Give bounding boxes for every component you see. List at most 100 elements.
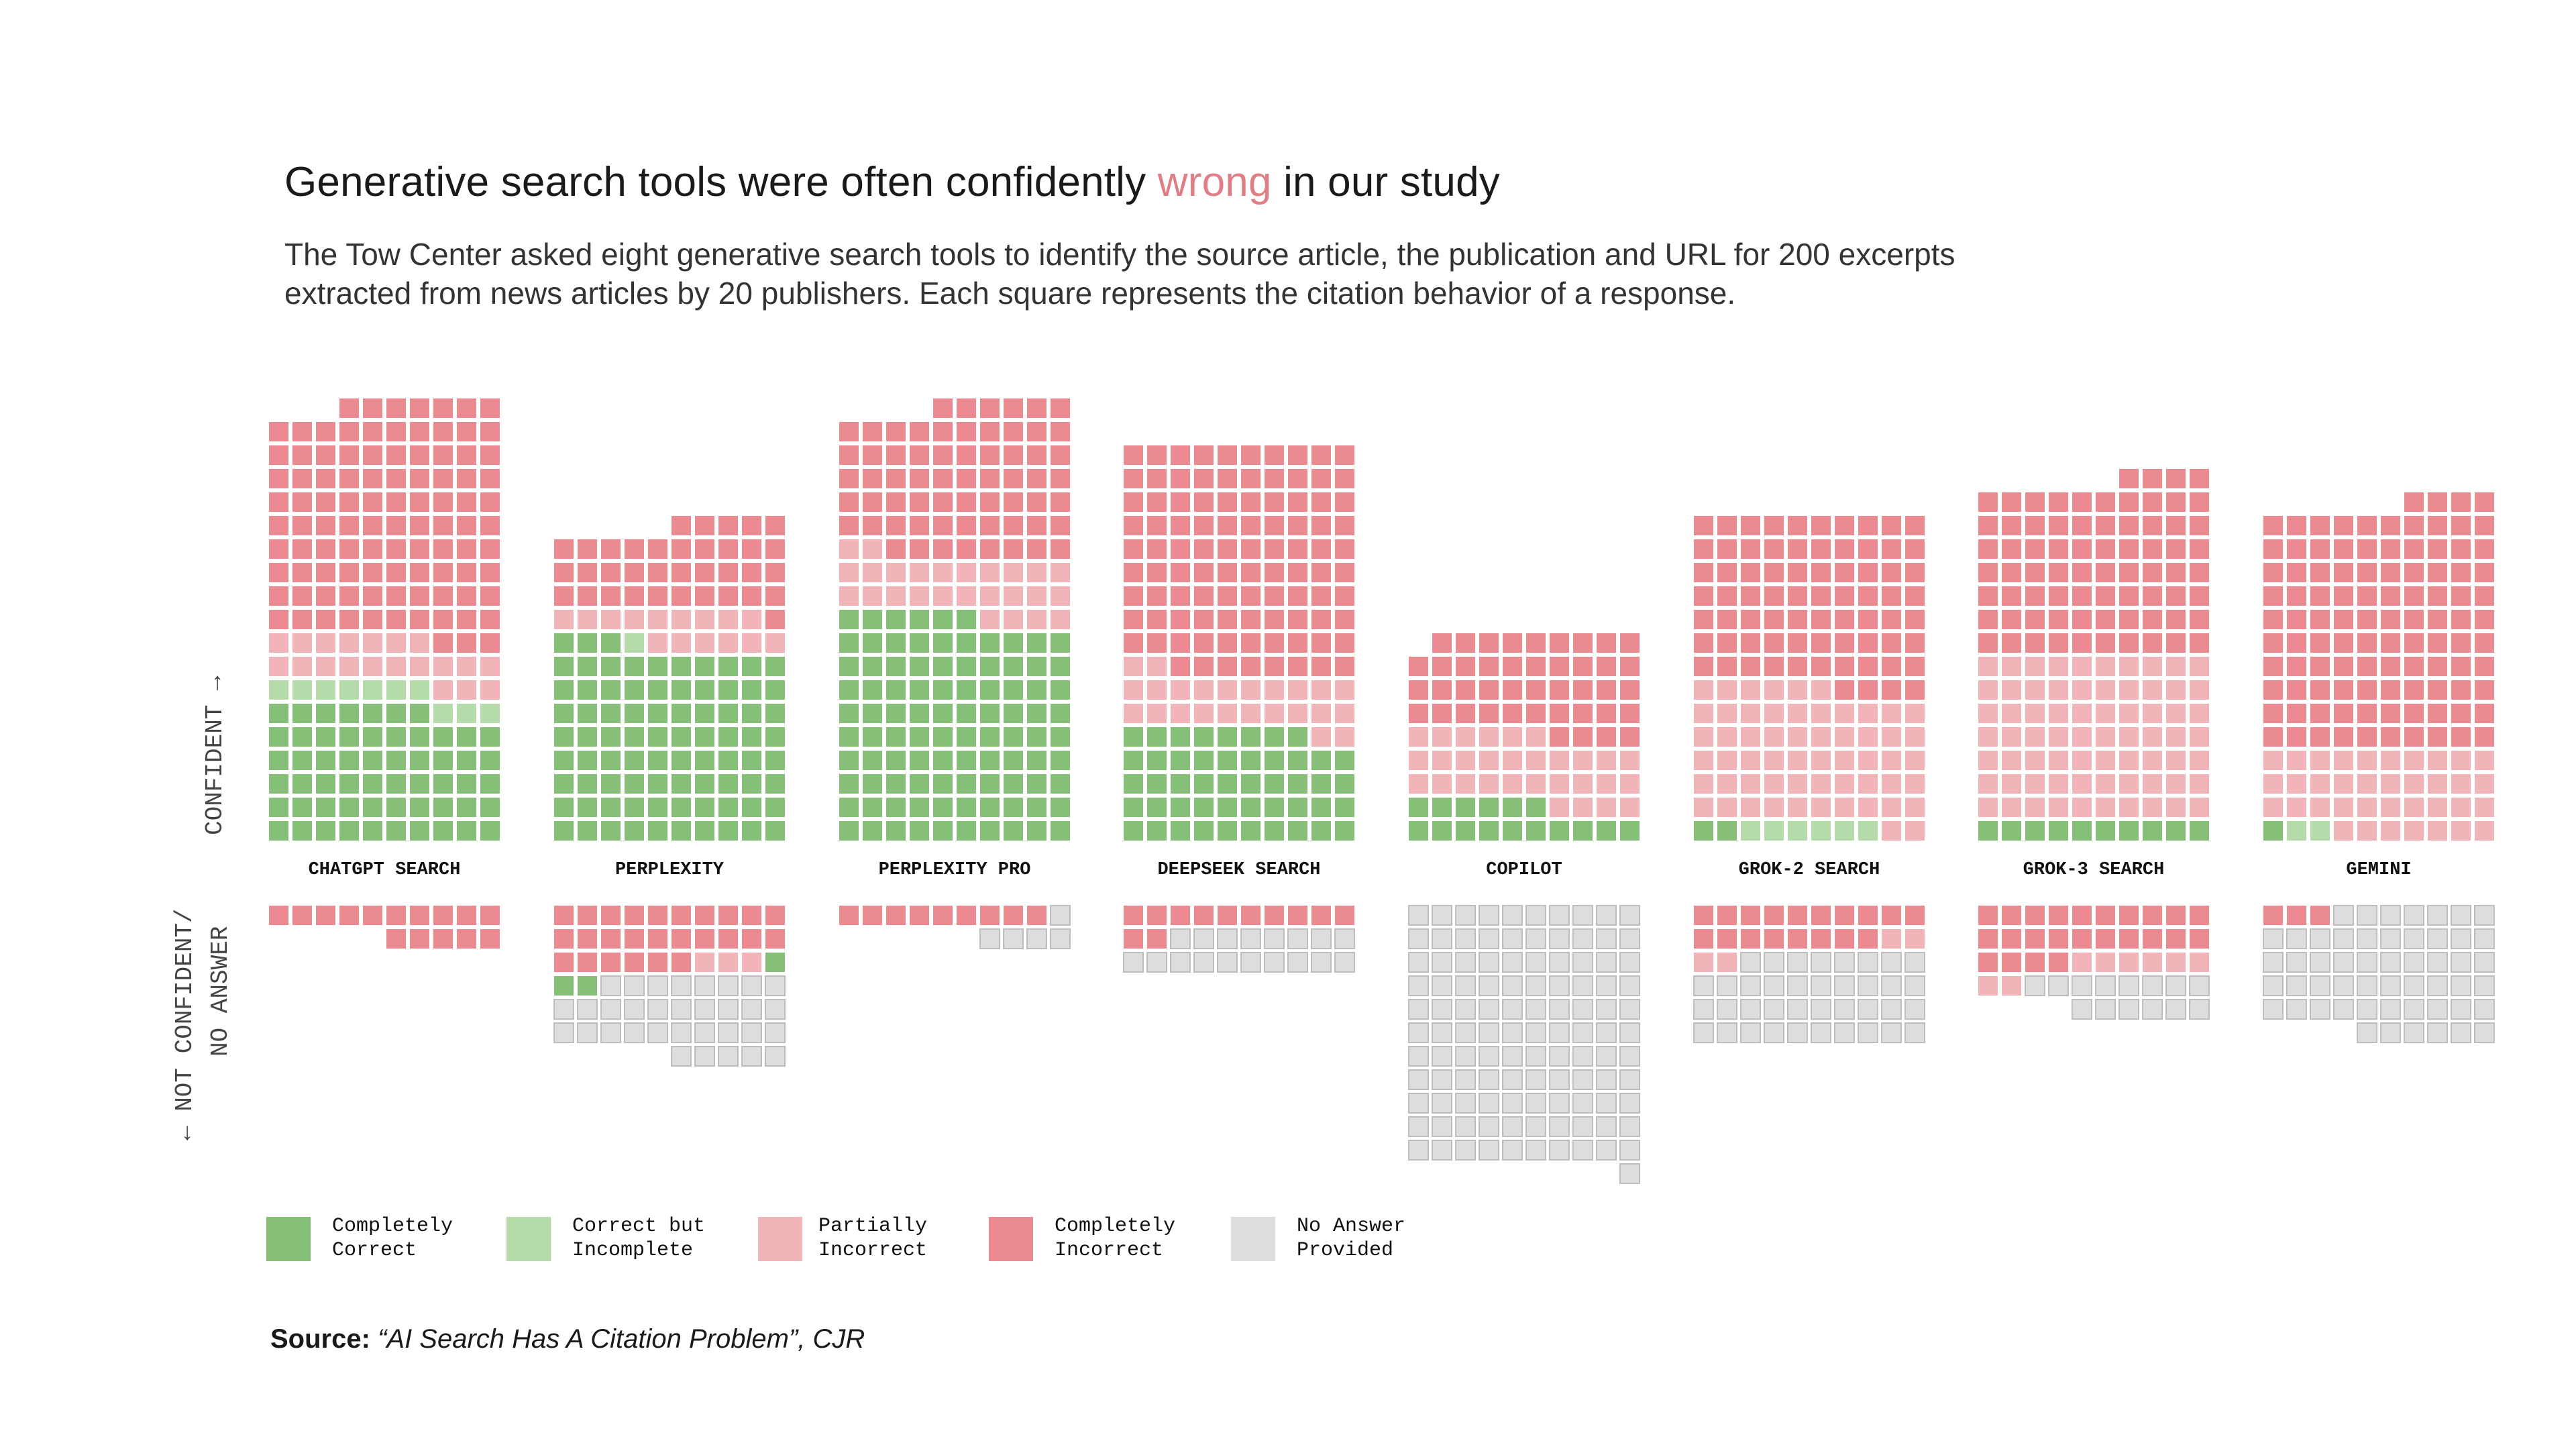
waffle-square bbox=[1147, 657, 1167, 676]
waffle-square bbox=[2451, 539, 2471, 559]
waffle-square bbox=[1027, 422, 1046, 441]
waffle-square bbox=[1694, 821, 1713, 841]
waffle-square bbox=[554, 610, 574, 629]
waffle-square bbox=[1741, 906, 1760, 925]
waffle-square bbox=[2381, 798, 2400, 817]
waffle-square bbox=[1170, 928, 1191, 949]
waffle-square bbox=[1051, 539, 1070, 559]
waffle-square bbox=[1194, 492, 1214, 512]
waffle-square bbox=[1549, 905, 1570, 926]
waffle-square bbox=[578, 929, 597, 949]
waffle-square bbox=[1741, 539, 1760, 559]
waffle-square bbox=[410, 821, 429, 841]
waffle-square bbox=[1241, 516, 1260, 535]
waffle-square bbox=[457, 445, 476, 465]
waffle-square bbox=[2380, 928, 2401, 949]
waffle-square bbox=[457, 398, 476, 418]
waffle-square bbox=[2119, 821, 2139, 841]
waffle-square bbox=[363, 704, 382, 723]
waffle-square bbox=[292, 610, 312, 629]
waffle-square bbox=[1432, 633, 1452, 653]
waffle-square bbox=[671, 1046, 692, 1067]
waffle-square bbox=[386, 727, 406, 747]
waffle-square bbox=[2428, 704, 2447, 723]
waffle-square bbox=[1881, 999, 1902, 1020]
waffle-square bbox=[718, 1022, 739, 1043]
legend-swatch-completely-correct bbox=[266, 1217, 311, 1261]
waffle-square bbox=[1147, 727, 1167, 747]
waffle-square bbox=[2287, 586, 2306, 606]
waffle-square bbox=[671, 975, 692, 996]
waffle-square bbox=[2428, 563, 2447, 582]
waffle-square bbox=[957, 657, 976, 676]
legend-label-line1: Completely bbox=[1055, 1215, 1176, 1238]
waffle-square bbox=[1004, 821, 1023, 841]
waffle-square bbox=[1051, 774, 1070, 794]
waffle-square bbox=[2190, 469, 2209, 488]
waffle-square bbox=[457, 586, 476, 606]
waffle-square bbox=[765, 727, 785, 747]
waffle-square bbox=[1619, 1116, 1640, 1137]
waffle-square bbox=[2310, 610, 2330, 629]
waffle-square bbox=[765, 586, 785, 606]
waffle-square bbox=[433, 586, 453, 606]
waffle-square bbox=[1764, 586, 1784, 606]
waffle-square bbox=[980, 727, 1000, 747]
waffle-square bbox=[2190, 539, 2209, 559]
waffle-square bbox=[886, 492, 906, 512]
waffle-square bbox=[2166, 821, 2186, 841]
legend-label-line1: Completely bbox=[332, 1215, 453, 1238]
waffle-square bbox=[957, 398, 976, 418]
waffle-square bbox=[1764, 798, 1784, 817]
waffle-square bbox=[1240, 952, 1261, 973]
waffle-square bbox=[554, 976, 574, 996]
waffle-square bbox=[1004, 539, 1023, 559]
waffle-square bbox=[1147, 774, 1167, 794]
waffle-square bbox=[1241, 445, 1260, 465]
waffle-square bbox=[1171, 704, 1190, 723]
waffle-square bbox=[2404, 633, 2424, 653]
waffle-square bbox=[1288, 704, 1307, 723]
waffle-square bbox=[269, 610, 288, 629]
waffle-square bbox=[718, 657, 738, 676]
waffle-square bbox=[695, 906, 714, 925]
waffle-square bbox=[410, 704, 429, 723]
waffle-square bbox=[578, 976, 597, 996]
waffle-square bbox=[1717, 821, 1737, 841]
waffle-square bbox=[2310, 751, 2330, 770]
waffle-square bbox=[2190, 953, 2209, 972]
waffle-square bbox=[1171, 657, 1190, 676]
waffle-square bbox=[269, 563, 288, 582]
waffle-square bbox=[933, 539, 953, 559]
waffle-square bbox=[980, 798, 1000, 817]
waffle-square bbox=[910, 469, 929, 488]
waffle-square bbox=[1194, 445, 1214, 465]
waffle-square bbox=[1147, 563, 1167, 582]
waffle-square bbox=[1124, 610, 1143, 629]
waffle-square bbox=[1717, 727, 1737, 747]
waffle-square bbox=[433, 657, 453, 676]
waffle-square bbox=[1288, 492, 1307, 512]
waffle-square bbox=[292, 798, 312, 817]
waffle-square bbox=[1027, 610, 1046, 629]
waffle-square bbox=[1027, 774, 1046, 794]
waffle-square bbox=[765, 516, 785, 535]
waffle-square bbox=[480, 563, 500, 582]
waffle-square bbox=[2287, 704, 2306, 723]
waffle-square bbox=[1502, 999, 1523, 1020]
waffle-square bbox=[316, 751, 335, 770]
waffle-square bbox=[2287, 610, 2306, 629]
waffle-square bbox=[718, 798, 738, 817]
waffle-square bbox=[1334, 952, 1355, 973]
waffle-square bbox=[2002, 586, 2021, 606]
waffle-square bbox=[1124, 516, 1143, 535]
waffle-square bbox=[1455, 1046, 1476, 1067]
waffle-square bbox=[457, 727, 476, 747]
waffle-square bbox=[480, 398, 500, 418]
waffle-square bbox=[957, 704, 976, 723]
waffle-square bbox=[292, 516, 312, 535]
waffle-square bbox=[1124, 633, 1143, 653]
waffle-square bbox=[316, 680, 335, 700]
waffle-square bbox=[2263, 774, 2283, 794]
waffle-square bbox=[1858, 633, 1878, 653]
